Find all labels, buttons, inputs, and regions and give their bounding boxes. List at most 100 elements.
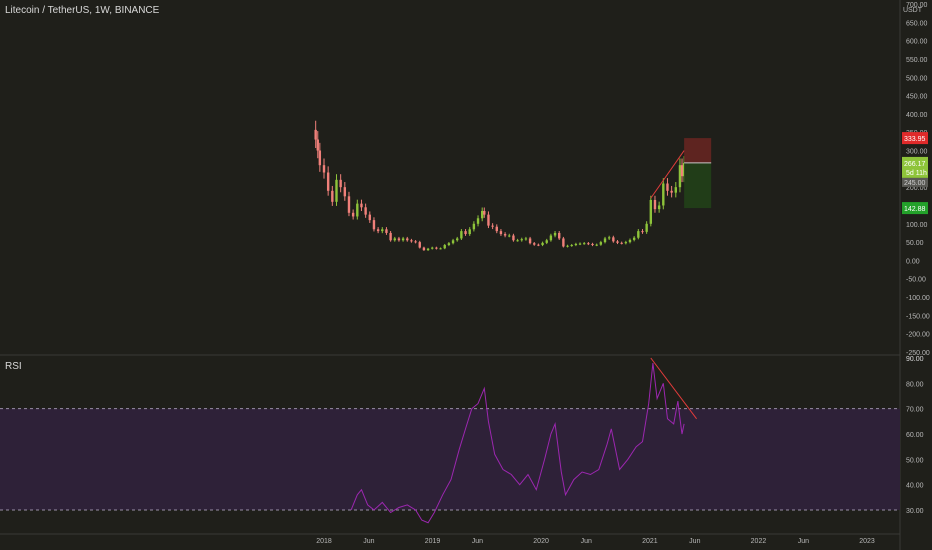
rsi-tick-label: 70.00 bbox=[906, 407, 924, 414]
price-tick-label: 400.00 bbox=[906, 112, 928, 119]
candle-body bbox=[439, 248, 442, 250]
candle-body bbox=[645, 223, 648, 232]
candle-body bbox=[657, 205, 661, 210]
candle-body bbox=[607, 237, 611, 239]
candle-body bbox=[678, 165, 682, 188]
candle-body bbox=[464, 231, 467, 235]
price-tick-label: 0.00 bbox=[906, 258, 920, 265]
candle-body bbox=[418, 242, 421, 248]
candle-body bbox=[481, 210, 484, 219]
candle-body bbox=[566, 245, 569, 247]
time-tick-label: Jun bbox=[363, 538, 374, 545]
rsi-tick-label: 60.00 bbox=[906, 432, 924, 439]
candle-body bbox=[495, 226, 498, 232]
price-trendline[interactable] bbox=[650, 150, 685, 199]
candle-body bbox=[322, 165, 326, 173]
current-price-label-bg bbox=[902, 156, 928, 178]
rsi-tick-label: 30.00 bbox=[906, 508, 924, 515]
stop-price-label: 333.95 bbox=[904, 136, 926, 143]
rsi-band-fill bbox=[0, 408, 900, 510]
candle-body bbox=[653, 199, 657, 210]
candle-body bbox=[385, 229, 388, 233]
candle-body bbox=[558, 232, 561, 239]
candle-body bbox=[616, 241, 619, 243]
candle-body bbox=[524, 238, 528, 240]
candle-body bbox=[468, 229, 471, 235]
bar-countdown-label: 5d 11h bbox=[906, 170, 927, 177]
target-price-label-bg bbox=[902, 202, 928, 215]
candle-body bbox=[603, 238, 607, 243]
price-tick-label: 650.00 bbox=[906, 20, 928, 27]
candle-body bbox=[533, 243, 536, 245]
position-risk-zone[interactable] bbox=[684, 138, 712, 163]
time-tick-label: 2023 bbox=[859, 538, 875, 545]
candle-body bbox=[512, 235, 515, 241]
target-price-label: 142.88 bbox=[904, 206, 926, 213]
candle-body bbox=[637, 231, 640, 238]
candle-body bbox=[624, 242, 628, 244]
candle-body bbox=[666, 183, 669, 191]
position-reward-zone[interactable] bbox=[684, 162, 712, 209]
candle-body bbox=[393, 238, 396, 241]
candle-body bbox=[537, 244, 540, 246]
candle-body bbox=[431, 247, 434, 249]
rsi-tick-label: 40.00 bbox=[906, 483, 924, 490]
candle-body bbox=[426, 248, 430, 251]
candle-body bbox=[503, 234, 507, 236]
current-price-label: 266.17 bbox=[904, 161, 926, 168]
candle-body bbox=[406, 238, 409, 241]
price-tick-label: 700.00 bbox=[906, 2, 928, 9]
stop-price-label-bg bbox=[902, 132, 928, 145]
price-tick-label: 450.00 bbox=[906, 94, 928, 101]
time-tick-label: 2021 bbox=[642, 538, 658, 545]
candle-body bbox=[487, 214, 490, 226]
candle-body bbox=[591, 243, 594, 246]
rsi-line bbox=[350, 363, 685, 524]
candle-body bbox=[316, 139, 319, 151]
candle-body bbox=[410, 240, 413, 242]
candle-body bbox=[343, 187, 347, 197]
candle-body bbox=[516, 240, 519, 242]
price-tick-label: 300.00 bbox=[906, 149, 928, 156]
candle-body bbox=[351, 212, 355, 217]
time-tick-label: 2022 bbox=[751, 538, 767, 545]
time-tick-label: Jun bbox=[689, 538, 700, 545]
candle-body bbox=[368, 214, 371, 221]
candle-body bbox=[476, 218, 480, 224]
candle-body bbox=[401, 238, 405, 241]
price-tick-label: 600.00 bbox=[906, 39, 928, 46]
candle-body bbox=[389, 232, 392, 241]
candle-body bbox=[612, 237, 615, 242]
candle-body bbox=[456, 238, 459, 241]
rsi-trendline[interactable] bbox=[650, 357, 698, 420]
candle-body bbox=[578, 243, 582, 245]
candle-body bbox=[360, 203, 363, 208]
candle-body bbox=[641, 231, 644, 233]
candle-body bbox=[582, 243, 586, 245]
candle-body bbox=[662, 183, 665, 206]
price-tick-label: -200.00 bbox=[906, 332, 930, 339]
chart-title: Litecoin / TetherUS, 1W, BINANCE bbox=[5, 5, 160, 16]
candle-body bbox=[670, 190, 673, 193]
price-tick-label: 550.00 bbox=[906, 57, 928, 64]
candle-body bbox=[587, 243, 590, 245]
time-tick-label: Jun bbox=[581, 538, 592, 545]
price-tick-label: 500.00 bbox=[906, 75, 928, 82]
candle-body bbox=[414, 241, 417, 243]
candle-body bbox=[570, 245, 573, 247]
candle-body bbox=[680, 165, 684, 177]
candle-body bbox=[335, 179, 338, 202]
rsi-indicator-label: RSI bbox=[5, 361, 22, 372]
candle-body bbox=[491, 225, 494, 227]
rsi-tick-label: 50.00 bbox=[906, 457, 924, 464]
candle-body bbox=[628, 239, 632, 243]
candle-body bbox=[356, 203, 359, 217]
price-tick-label: -50.00 bbox=[906, 277, 926, 284]
candle-body bbox=[364, 207, 367, 215]
candle-body bbox=[372, 220, 376, 230]
candle-body bbox=[443, 245, 446, 249]
candle-body bbox=[649, 199, 653, 224]
candle-body bbox=[339, 179, 342, 188]
candle-body bbox=[528, 238, 532, 244]
